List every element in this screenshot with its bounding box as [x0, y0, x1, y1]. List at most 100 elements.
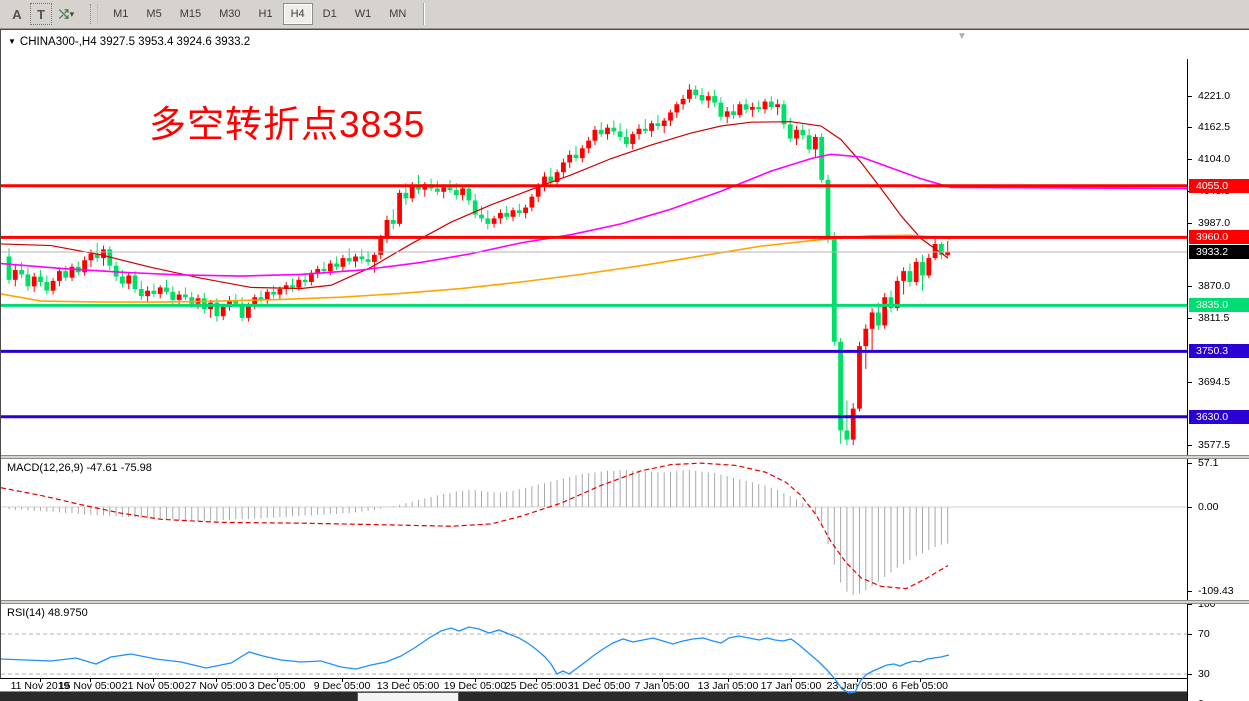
candle [554, 172, 560, 182]
scrollbar-thumb[interactable] [357, 692, 459, 701]
candle [592, 129, 598, 141]
candle [390, 220, 396, 224]
x-tick-mark [857, 678, 858, 682]
timeframe-button-h1[interactable]: H1 [258, 8, 273, 20]
candle [189, 297, 195, 304]
candle [472, 200, 478, 215]
candle [819, 136, 825, 180]
y-tick-label: 4221.0 [1198, 89, 1231, 102]
candle [296, 279, 302, 288]
candle [283, 285, 289, 290]
candle [214, 302, 220, 317]
timeframe-button-m5[interactable]: M5 [146, 8, 162, 20]
timeframe-button-m30[interactable]: M30 [219, 8, 241, 20]
panel-splitter-rsi[interactable] [1, 600, 1249, 604]
timeframe-button-m1[interactable]: M1 [113, 8, 129, 20]
candle [775, 104, 780, 107]
timeframe-button-h4[interactable]: H4 [282, 3, 313, 25]
candle [201, 298, 207, 310]
candle [101, 249, 106, 259]
y-tick-mark [1188, 381, 1192, 383]
candle [252, 297, 258, 306]
candle [913, 261, 919, 283]
x-tick-label: 6 Feb 05:00 [891, 680, 949, 692]
candle [63, 271, 69, 278]
price-chart-canvas[interactable] [1, 60, 1187, 455]
chart-title: ▼ CHINA300-,H4 3927.5 3953.4 3924.6 3933.… [8, 36, 251, 48]
rsi-tick-mark [1188, 634, 1192, 635]
macd-signal-line [1, 462, 949, 590]
candle [617, 131, 623, 137]
candle [302, 279, 308, 283]
chart-shift-marker-icon[interactable]: ▼ [957, 31, 967, 42]
current-price-badge: 3933.2 [1189, 245, 1249, 259]
candle [239, 303, 245, 318]
candle [561, 162, 566, 173]
y-tick-mark [1188, 127, 1192, 129]
candle [882, 297, 888, 326]
candle [233, 299, 239, 304]
y-tick-mark [1188, 318, 1192, 320]
arrows-tool-button[interactable]: ⤭ ▾ [54, 3, 79, 25]
candle [120, 276, 125, 284]
time-axis[interactable]: 11 Nov 2019 15 Nov 05:00 21 Nov 05:00 27 No… [0, 678, 1249, 692]
candle [416, 185, 421, 190]
text-label-tool-button[interactable]: T [30, 3, 52, 25]
bottom-scroll-strip[interactable] [0, 691, 1249, 701]
macd-tick-mark [1188, 463, 1192, 465]
candle [831, 236, 837, 342]
candle [132, 275, 138, 290]
x-tick-mark [475, 678, 476, 682]
x-tick-label: 11 Nov 2019 [10, 680, 70, 692]
timeframe-button-d1[interactable]: D1 [322, 8, 337, 20]
candle [907, 271, 913, 283]
macd-tick-label: 57.1 [1198, 457, 1219, 470]
font-tool-button[interactable]: A [12, 6, 22, 22]
candle [920, 261, 925, 276]
candle [157, 287, 163, 294]
candle [598, 129, 604, 135]
candle [787, 124, 793, 139]
toolbar-grip[interactable] [90, 4, 99, 24]
arrows-icon: ⤭ [59, 6, 69, 21]
timeframe-button-m15[interactable]: M15 [179, 8, 202, 20]
y-tick-label: 3694.5 [1198, 375, 1231, 388]
candle [138, 289, 144, 297]
candle [649, 123, 654, 131]
panel-splitter-macd[interactable] [1, 455, 1249, 459]
candle [516, 210, 522, 213]
x-tick-label: 7 Jan 05:00 [634, 680, 690, 692]
x-tick-mark [662, 678, 663, 682]
candle [321, 268, 327, 272]
candle [579, 148, 585, 159]
candle [731, 111, 736, 116]
candle [327, 263, 333, 272]
candle [441, 187, 447, 192]
level-price-badge: 3750.3 [1189, 344, 1249, 359]
timeframe-button-mn[interactable]: MN [389, 8, 407, 20]
candle [718, 102, 724, 117]
candle [378, 238, 384, 255]
symbol-dropdown-icon[interactable]: ▼ [8, 37, 16, 46]
candle [359, 256, 365, 260]
timeframe-button-w1[interactable]: W1 [354, 8, 372, 20]
y-tick-label: 3811.5 [1198, 312, 1230, 325]
candle [705, 96, 711, 101]
candle [743, 104, 749, 110]
x-tick-mark [277, 678, 278, 682]
candle [737, 104, 743, 116]
price-axis[interactable]: 4221.04162.54104.04045.53987.03870.03811… [1187, 59, 1249, 701]
macd-canvas[interactable] [1, 459, 1187, 600]
candle [693, 89, 699, 96]
candle [491, 218, 497, 224]
candle [636, 128, 642, 135]
toolbar-separator [423, 3, 425, 25]
rsi-canvas[interactable] [1, 604, 1187, 701]
candle [170, 291, 176, 300]
candle [800, 129, 806, 136]
candle [794, 129, 799, 139]
y-tick-label: 4162.5 [1198, 121, 1231, 134]
candle [38, 276, 43, 283]
candle [309, 272, 314, 283]
candle [642, 128, 648, 131]
